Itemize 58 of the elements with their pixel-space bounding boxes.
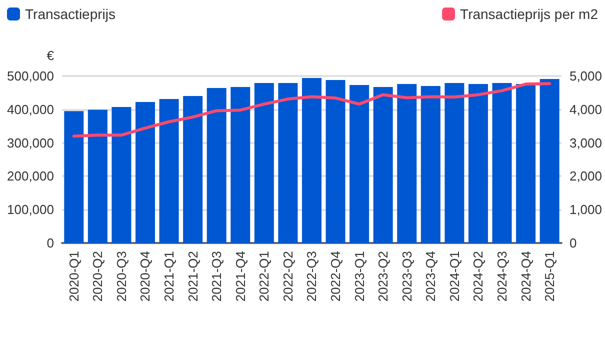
y2-tick-label: 1,000 (569, 202, 602, 218)
bar (540, 79, 560, 243)
x-tick-label: 2020-Q1 (66, 251, 82, 302)
bar (278, 83, 298, 243)
y2-tick-label: 3,000 (569, 135, 602, 150)
x-tick-label: 2025-Q1 (542, 251, 558, 302)
bar (254, 83, 274, 243)
bar (135, 102, 155, 243)
bar (420, 86, 440, 243)
x-tick-label: 2023-Q3 (399, 251, 414, 302)
x-tick-label: 2024-Q4 (518, 251, 534, 302)
x-tick-label: 2023-Q2 (376, 251, 391, 302)
y-tick-label: 500,000 (7, 68, 54, 84)
x-tick-label: 2021-Q3 (209, 251, 224, 302)
x-tick-label: 2020-Q2 (90, 251, 106, 302)
y2-tick-label: 0 (569, 236, 577, 250)
x-tick-label: 2021-Q4 (232, 251, 248, 302)
bar (444, 83, 464, 243)
bar (230, 87, 250, 243)
bar (88, 110, 108, 243)
x-tick-label: 2020-Q4 (138, 251, 153, 302)
bar (159, 99, 179, 243)
line-series (72, 82, 552, 138)
legend-label: Transactieprijs (25, 6, 116, 22)
bar (64, 111, 84, 243)
y-tick-label: 300,000 (7, 135, 54, 150)
bar (206, 88, 226, 243)
y-axis-title: € (46, 48, 55, 63)
y-tick-label: 200,000 (7, 168, 54, 184)
bar (397, 84, 417, 243)
bar (468, 84, 488, 243)
x-tick-label: 2024-Q3 (494, 251, 510, 302)
y2-tick-label: 5,000 (569, 68, 602, 84)
x-tick-label: 2024-Q2 (470, 251, 486, 302)
x-tick-label: 2021-Q2 (185, 251, 200, 302)
x-tick-label: 2024-Q1 (446, 251, 462, 302)
bar (302, 78, 322, 243)
bar (492, 83, 512, 243)
bar (112, 107, 132, 243)
x-tick-label: 2021-Q1 (162, 251, 177, 302)
y-tick-label: 400,000 (7, 102, 54, 117)
bar (326, 80, 346, 243)
x-tick-label: 2022-Q3 (304, 251, 320, 302)
bar (373, 87, 393, 243)
y-tick-label: 0 (46, 236, 54, 250)
x-tick-label: 2022-Q1 (256, 251, 272, 302)
x-tick-label: 2020-Q3 (114, 251, 129, 302)
y2-tick-label: 4,000 (569, 102, 602, 117)
y-tick-label: 100,000 (7, 202, 54, 218)
x-tick-label: 2022-Q4 (328, 251, 344, 302)
bar (350, 85, 370, 243)
y2-tick-label: 2,000 (569, 168, 602, 184)
x-tick-label: 2023-Q1 (352, 251, 367, 302)
x-tick-label: 2022-Q2 (280, 251, 296, 302)
bar (516, 84, 536, 243)
bar (183, 96, 203, 243)
legend-label: Transactieprijs per m2 (460, 6, 598, 22)
x-tick-label: 2023-Q4 (423, 251, 438, 302)
